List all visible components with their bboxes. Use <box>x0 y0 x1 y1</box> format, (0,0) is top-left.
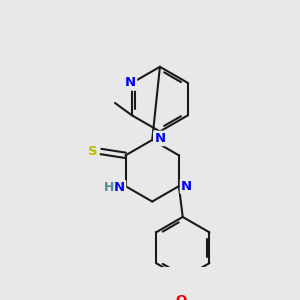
Text: O: O <box>176 294 187 300</box>
Text: H: H <box>103 181 114 194</box>
Text: N: N <box>181 180 192 193</box>
Text: N: N <box>154 132 166 145</box>
Text: N: N <box>114 181 125 194</box>
Text: S: S <box>88 145 98 158</box>
Text: N: N <box>125 76 136 89</box>
